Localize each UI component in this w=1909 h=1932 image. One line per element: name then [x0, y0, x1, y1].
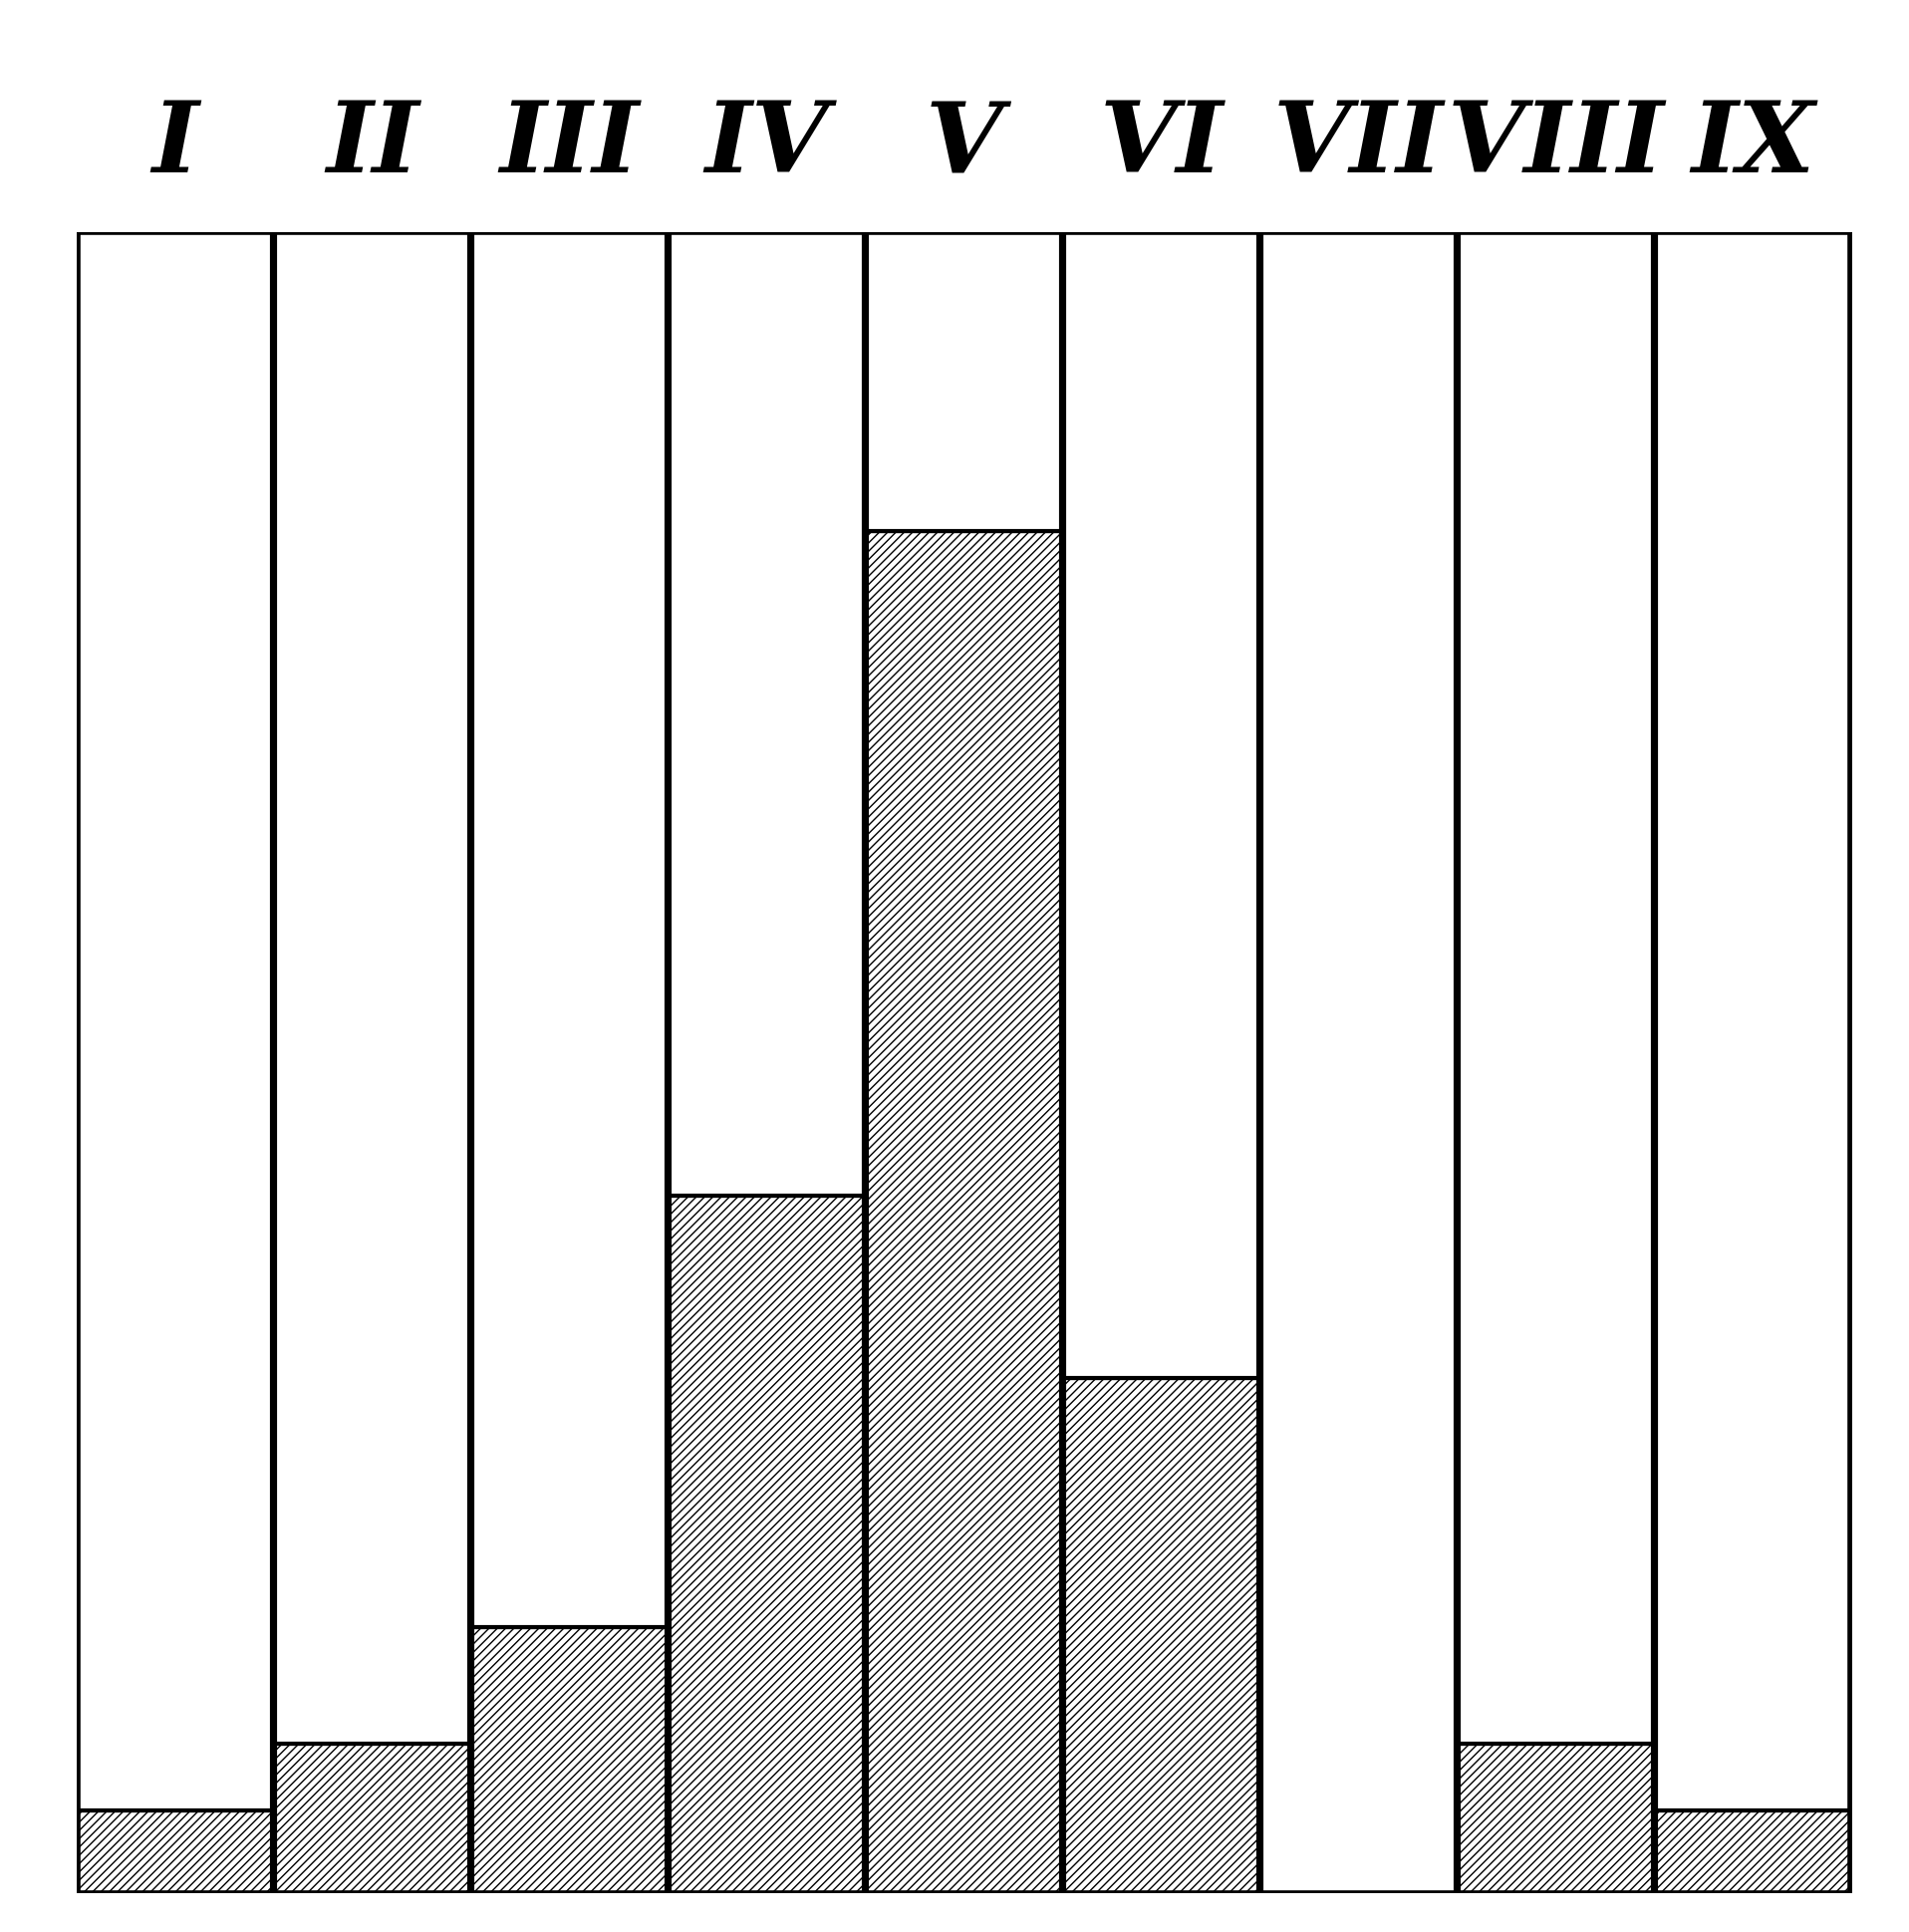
Bar — [670, 232, 863, 1196]
Bar — [867, 232, 1061, 531]
Bar — [867, 531, 1061, 1893]
Text: VII: VII — [1273, 97, 1443, 193]
Bar — [78, 232, 271, 1810]
Text: III: III — [500, 97, 640, 193]
Bar — [1657, 1810, 1850, 1893]
Bar — [1458, 232, 1653, 1745]
Text: V: V — [926, 97, 1002, 193]
Text: VI: VI — [1100, 97, 1224, 193]
Bar — [1065, 1378, 1258, 1893]
Text: II: II — [326, 97, 418, 193]
Bar — [275, 232, 470, 1745]
Text: IX: IX — [1691, 97, 1815, 193]
Bar — [473, 232, 666, 1627]
Bar — [473, 1627, 666, 1893]
Bar — [670, 1196, 863, 1893]
Bar — [275, 1745, 470, 1893]
Bar — [1657, 232, 1850, 1810]
Text: I: I — [151, 97, 199, 193]
Bar — [1262, 232, 1455, 1893]
Bar — [1065, 232, 1258, 1378]
Bar — [78, 1810, 271, 1893]
Bar — [1458, 1745, 1653, 1893]
Text: VIII: VIII — [1447, 97, 1665, 193]
Text: IV: IV — [704, 97, 829, 193]
